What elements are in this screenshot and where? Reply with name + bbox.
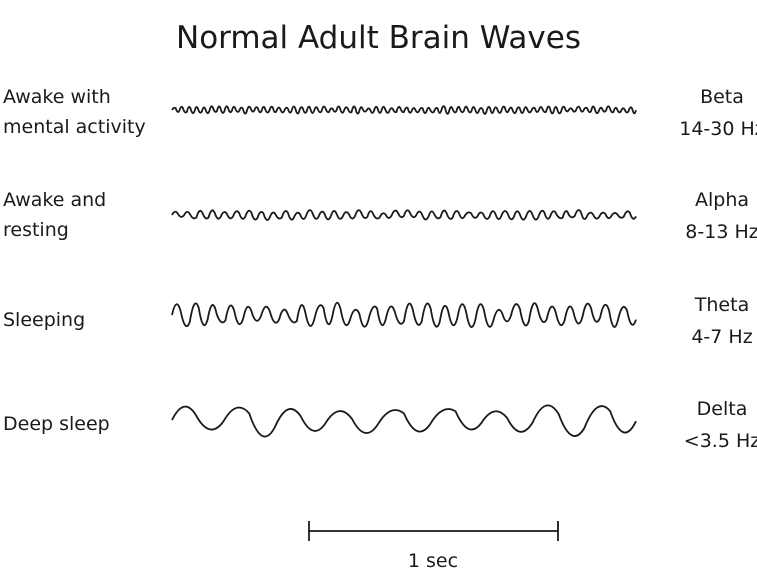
theta-band-name: Theta xyxy=(694,294,750,316)
delta-wave xyxy=(171,404,637,438)
scale-bar xyxy=(308,521,559,541)
alpha-band-name: Alpha xyxy=(694,189,750,211)
delta-band-name: Delta xyxy=(696,398,748,420)
beta-band-label: Beta 14-30 Hz xyxy=(672,81,757,145)
theta-state-label: Sleeping xyxy=(3,309,86,331)
alpha-band-range: 8-13 Hz xyxy=(685,221,757,243)
alpha-state-line-1: Awake and xyxy=(3,189,107,211)
beta-band-range: 14-30 Hz xyxy=(679,118,757,140)
diagram-title: Normal Adult Brain Waves xyxy=(176,20,581,56)
beta-state-label: Awake with mental activity xyxy=(3,82,146,142)
alpha-band-label: Alpha 8-13 Hz xyxy=(672,184,757,248)
delta-band-range: <3.5 Hz xyxy=(683,430,757,452)
delta-band-label: Delta <3.5 Hz xyxy=(672,393,757,457)
scale-bar-label: 1 sec xyxy=(407,550,459,572)
theta-wave xyxy=(171,301,637,328)
theta-band-range: 4-7 Hz xyxy=(691,326,753,348)
beta-state-line-1: Awake with xyxy=(3,86,111,108)
alpha-wave xyxy=(171,209,637,221)
theta-band-label: Theta 4-7 Hz xyxy=(672,289,757,353)
beta-band-name: Beta xyxy=(700,86,744,108)
alpha-state-line-2: resting xyxy=(3,219,69,241)
beta-wave xyxy=(171,105,637,115)
alpha-state-label: Awake and resting xyxy=(3,185,106,245)
delta-state-label: Deep sleep xyxy=(3,413,110,435)
beta-state-line-2: mental activity xyxy=(3,116,146,138)
